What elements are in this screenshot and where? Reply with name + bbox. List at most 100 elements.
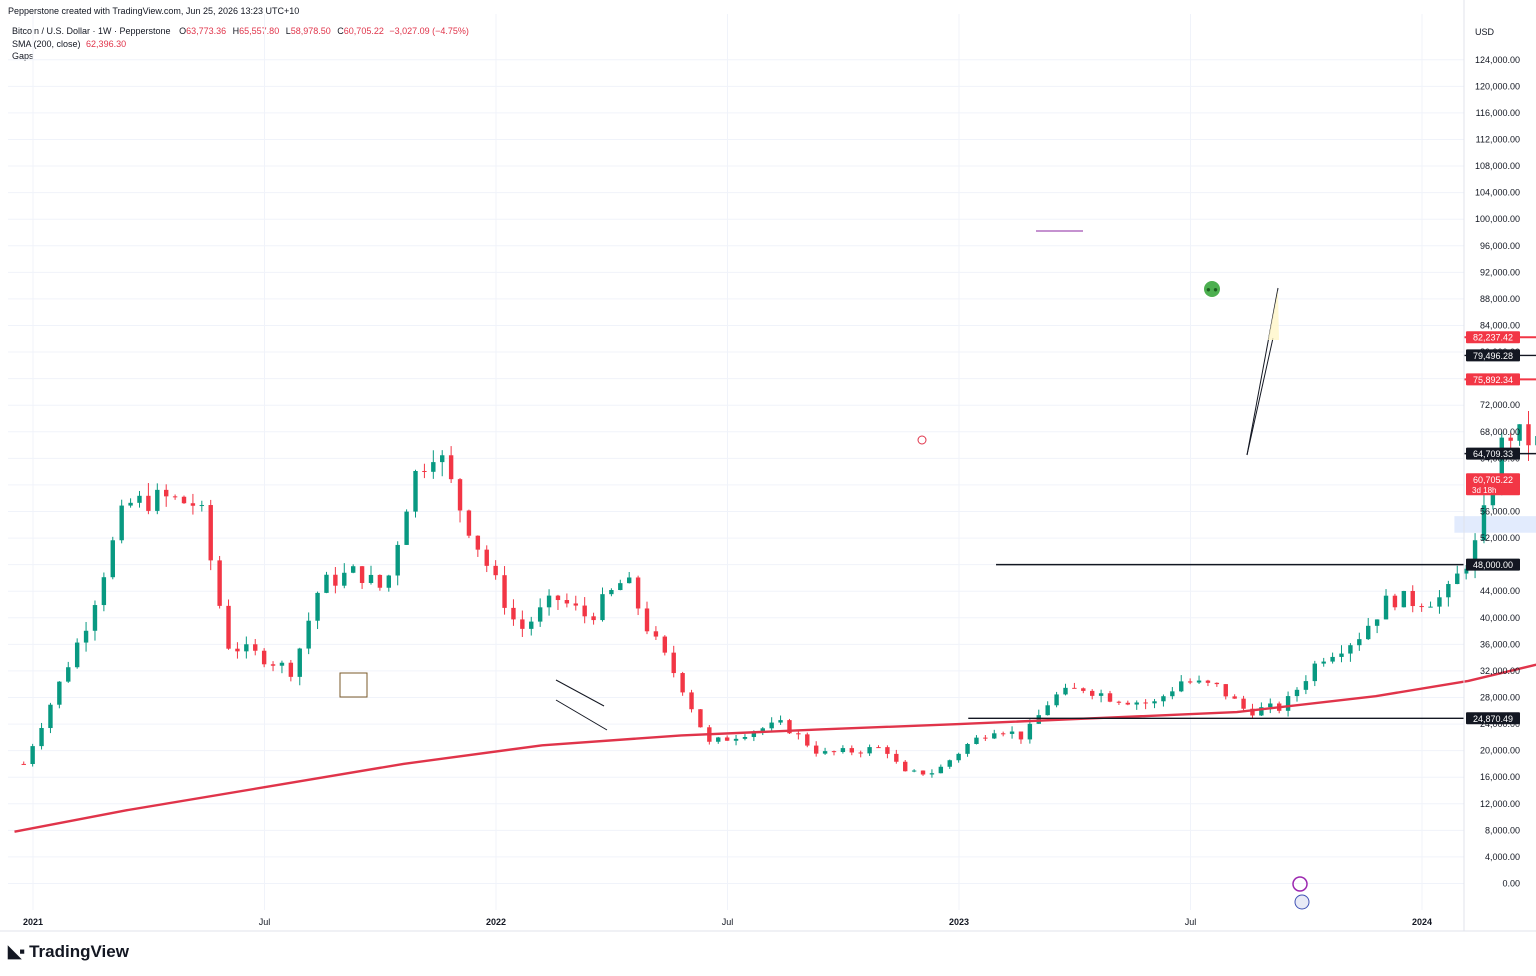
y-tick-label: 120,000.00 (1475, 81, 1520, 91)
candle-body (1187, 681, 1193, 683)
candle-body (511, 607, 516, 620)
candle-body (404, 511, 409, 545)
last-price-countdown: 3d 18h (1472, 486, 1496, 495)
candle-body (983, 737, 988, 739)
candle-body (733, 738, 739, 741)
candle-body (1098, 693, 1104, 696)
candle-body (1517, 424, 1522, 441)
open-value: 63,773.36 (186, 26, 227, 36)
legend-symbol-row[interactable]: Bitcoin / U.S. Dollar · 1W · Pepperstone… (12, 25, 469, 38)
y-tick-label: 108,000.00 (1475, 161, 1520, 171)
candle-body (831, 751, 837, 753)
candle-body (653, 631, 659, 637)
y-tick-label: 124,000.00 (1475, 55, 1520, 65)
candle-body (279, 662, 285, 666)
candle-body (1285, 696, 1291, 711)
candle-body (1481, 505, 1487, 541)
candle-body (484, 549, 489, 566)
candle-body (1357, 639, 1362, 646)
candle-body (1437, 597, 1442, 607)
y-tick-label: 16,000.00 (1480, 772, 1520, 782)
candle-body (920, 770, 926, 775)
close-label: C (337, 26, 344, 36)
candle-body (600, 594, 605, 621)
candle-body (57, 681, 62, 705)
sma-value: 62,396.30 (86, 38, 127, 49)
candle-body (244, 644, 249, 652)
horizontal-levels[interactable] (968, 336, 1536, 719)
high-label: H (232, 26, 240, 36)
axes[interactable]: 0.00 4,000.00 8,000.00 12,000.00 16,000.00 20… (0, 0, 1536, 932)
candle-body (315, 592, 320, 621)
candle-body (537, 607, 543, 622)
candle-body (1526, 424, 1531, 446)
candle-body (377, 574, 383, 588)
candle-body (342, 572, 347, 586)
candle-body (1027, 723, 1033, 740)
candle-body (813, 745, 819, 754)
y-tick-label: 36,000.00 (1480, 639, 1520, 649)
level-price-label: 75,892.34 (1473, 375, 1513, 385)
x-tick-label: Jul (1185, 917, 1197, 927)
y-tick-label: 28,000.00 (1480, 692, 1520, 702)
candle-body (1116, 701, 1122, 703)
legend-sma-row[interactable]: SMA (200, close) 62,396.30 (12, 38, 469, 51)
candle-body (1383, 595, 1389, 620)
chart-legend: Bitcoin / U.S. Dollar · 1W · Pepperstone… (12, 25, 469, 63)
candle-body (502, 575, 507, 608)
level-price-tag (1466, 712, 1520, 725)
candle-body (1392, 595, 1398, 608)
flag-upper-line (555, 679, 605, 707)
level-price-label: 48,000.00 (1473, 560, 1513, 570)
x-tick-label: Jul (259, 917, 271, 927)
candle-body (448, 455, 454, 480)
candle-body (724, 737, 730, 741)
candle-body (1054, 694, 1059, 706)
event-marker (917, 435, 927, 445)
candle-body (822, 751, 828, 754)
candle-body (288, 662, 294, 677)
price-tags: 82,237.42 79,496.28 75,892.34 64,709.33 48,0… (1466, 331, 1520, 725)
candle-body (1170, 691, 1175, 697)
candle-body (698, 709, 703, 728)
wedge-highlight (1268, 290, 1279, 340)
candle-body (208, 505, 213, 561)
y-tick-label: 40,000.00 (1480, 613, 1520, 623)
candle-body (1179, 681, 1184, 692)
candle-body (1321, 661, 1326, 664)
candle-body (368, 574, 374, 583)
candle-body (440, 455, 445, 463)
last-price-label: 60,705.22 (1473, 475, 1513, 485)
candle-body (1330, 656, 1335, 662)
candle-body (662, 636, 668, 653)
candle-body (1072, 687, 1077, 689)
high-value: 65,557.80 (239, 26, 280, 36)
tradingview-logo[interactable]: ◣▪ TradingView (8, 942, 129, 962)
candle-body (564, 600, 570, 604)
candle-body (742, 737, 748, 739)
candle-body (1161, 696, 1166, 702)
candle-body (101, 577, 107, 606)
candle-body (1312, 663, 1317, 682)
candle-body (992, 733, 997, 739)
candle-body (894, 753, 899, 762)
y-tick-label: 20,000.00 (1480, 746, 1520, 756)
candle-body (1446, 584, 1451, 598)
candle-body (386, 575, 391, 588)
candle-body (1339, 653, 1344, 657)
y-tick-label: 56,000.00 (1480, 506, 1520, 516)
sma-200-path (14, 663, 1536, 833)
legend-gaps-row[interactable]: Gaps (12, 50, 469, 63)
candle-body (947, 760, 952, 767)
candle-body (1401, 590, 1407, 608)
candle-body (520, 619, 525, 629)
x-tick-label: 2021 (23, 917, 43, 927)
candle-body (1000, 733, 1006, 735)
candle-body (1428, 606, 1433, 608)
candle-body (493, 565, 498, 576)
candlesticks (21, 410, 1536, 778)
x-tick-label: Jul (722, 917, 734, 927)
symbol-name: Bitcoin / U.S. Dollar · 1W · Pepperstone (12, 26, 171, 36)
chart-attribution: Pepperstone created with TradingView.com… (8, 6, 300, 16)
